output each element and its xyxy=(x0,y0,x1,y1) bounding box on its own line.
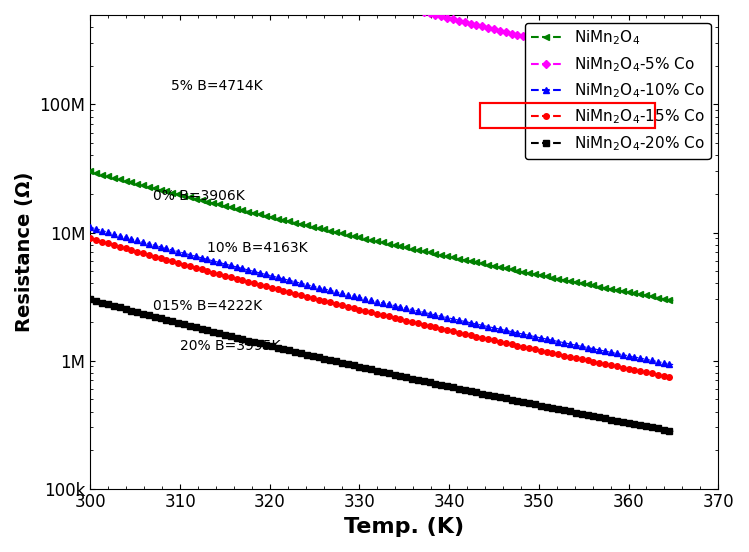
Y-axis label: Resistance (Ω): Resistance (Ω) xyxy=(15,172,34,332)
Text: 5% B=4714K: 5% B=4714K xyxy=(171,79,263,93)
Text: 015% B=4222K: 015% B=4222K xyxy=(154,299,262,312)
Legend: NiMn$_2$O$_4$, NiMn$_2$O$_4$-5% Co, NiMn$_2$O$_4$-10% Co, NiMn$_2$O$_4$-15% Co, : NiMn$_2$O$_4$, NiMn$_2$O$_4$-5% Co, NiMn… xyxy=(525,23,711,159)
Text: 20% B=3995K: 20% B=3995K xyxy=(180,339,281,353)
Text: 0% B=3906K: 0% B=3906K xyxy=(154,189,245,203)
Text: 10% B=4163K: 10% B=4163K xyxy=(207,241,308,256)
X-axis label: Temp. (K): Temp. (K) xyxy=(345,517,464,537)
